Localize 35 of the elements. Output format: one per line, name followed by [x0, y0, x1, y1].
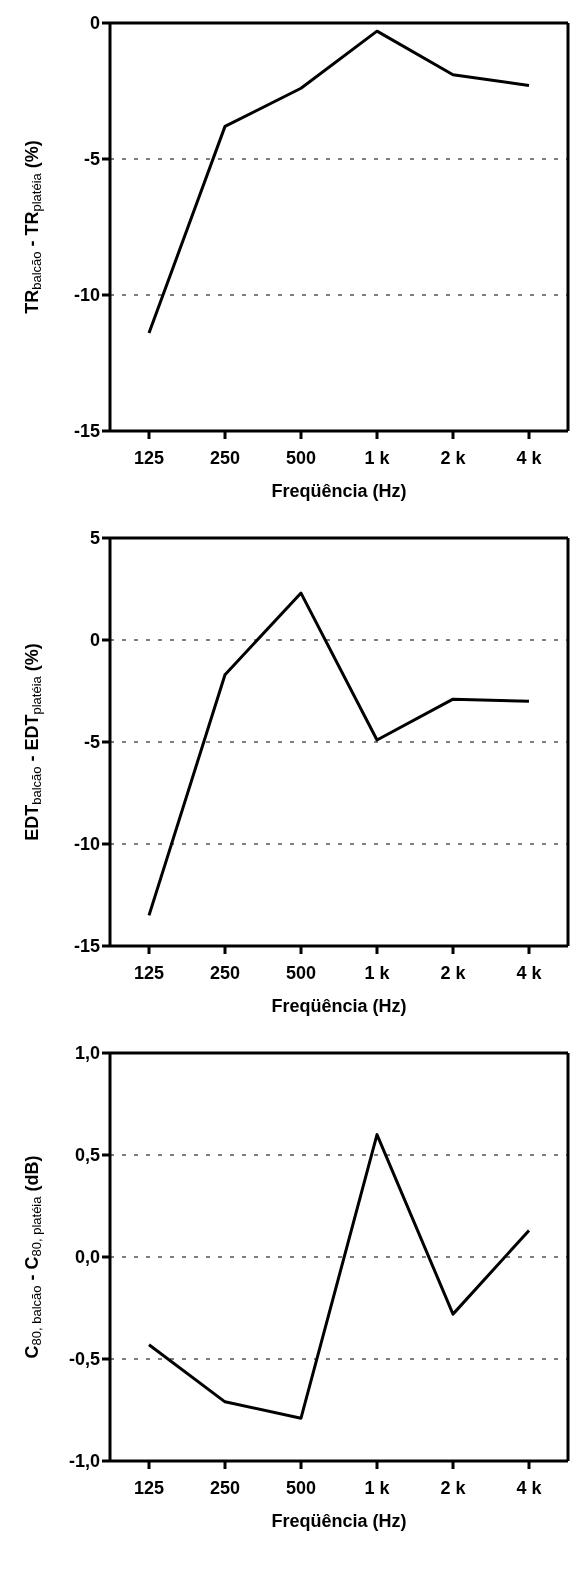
y-tick-label: 0,5 [74, 1145, 100, 1166]
y-tick-label: 5 [89, 528, 100, 549]
y-tick-label: -1,0 [68, 1451, 100, 1472]
x-tick-label: 2 k [440, 962, 467, 983]
x-tick-label: 4 k [516, 962, 543, 983]
y-tick-label: -5 [83, 732, 100, 753]
y-tick-label: -5 [83, 149, 100, 170]
y-tick-label: 0 [89, 630, 100, 651]
x-axis-title: Freqüência (Hz) [271, 1511, 407, 1531]
x-tick-label: 125 [133, 1477, 165, 1498]
x-axis-title: Freqüência (Hz) [271, 996, 407, 1016]
y-tick-label: -15 [73, 936, 100, 957]
x-tick-label: 1 k [364, 962, 391, 983]
y-tick-label: -15 [73, 421, 100, 442]
x-axis-title: Freqüência (Hz) [271, 481, 407, 501]
x-tick-label: 500 [285, 1477, 317, 1498]
x-tick-label: 500 [285, 962, 317, 983]
x-tick-label: 250 [209, 447, 241, 468]
y-tick-label: -10 [73, 285, 100, 306]
y-tick-label: -0,5 [68, 1349, 100, 1370]
x-tick-label: 125 [133, 447, 165, 468]
x-tick-label: 500 [285, 447, 317, 468]
x-tick-label: 1 k [364, 1477, 391, 1498]
x-tick-label: 250 [209, 962, 241, 983]
y-tick-label: 0,0 [74, 1247, 100, 1268]
x-tick-label: 4 k [516, 447, 543, 468]
x-tick-label: 4 k [516, 1477, 543, 1498]
x-tick-label: 2 k [440, 1477, 467, 1498]
y-tick-label: 1,0 [74, 1043, 100, 1064]
y-tick-label: 0 [89, 13, 100, 34]
x-tick-label: 1 k [364, 447, 391, 468]
y-tick-label: -10 [73, 834, 100, 855]
x-tick-label: 2 k [440, 447, 467, 468]
x-tick-label: 125 [133, 962, 165, 983]
x-tick-label: 250 [209, 1477, 241, 1498]
